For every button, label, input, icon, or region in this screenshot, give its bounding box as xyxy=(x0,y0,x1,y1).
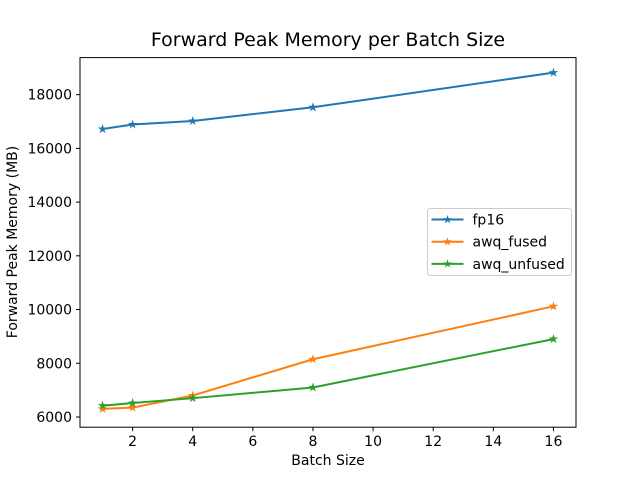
legend-marker-fp16 xyxy=(443,214,452,224)
data-point-marker-fp16 xyxy=(187,115,198,126)
y-axis-label: Forward Peak Memory (MB) xyxy=(5,146,21,338)
series-line-awq_fused xyxy=(101,305,555,410)
series-line-awq_unfused xyxy=(101,338,555,407)
y-tick-label: 6000 xyxy=(36,410,72,426)
data-point-marker-awq_unfused xyxy=(187,393,198,403)
y-tick-label: 18000 xyxy=(27,88,72,104)
x-tick-label: 8 xyxy=(309,434,318,450)
legend-marker-awq_fused xyxy=(443,237,452,246)
x-axis-label: Batch Size xyxy=(291,453,364,469)
y-tick-label: 8000 xyxy=(36,356,72,372)
data-point-marker-fp16 xyxy=(308,102,318,112)
x-tick-label: 4 xyxy=(188,434,197,450)
x-tick-label: 6 xyxy=(248,434,257,450)
x-tick-label: 12 xyxy=(424,434,442,450)
data-point-marker-fp16 xyxy=(127,119,138,129)
chart-title: Forward Peak Memory per Batch Size xyxy=(151,29,505,51)
data-point-marker-awq_fused xyxy=(548,301,559,311)
y-tick-label: 10000 xyxy=(27,303,72,319)
data-point-marker-awq_fused xyxy=(127,402,138,412)
data-point-marker-awq_fused xyxy=(308,354,318,364)
axes-spines xyxy=(79,57,577,428)
series-line-fp16 xyxy=(101,71,555,131)
data-point-marker-awq_unfused xyxy=(97,400,108,410)
data-point-marker-fp16 xyxy=(548,67,559,77)
x-tick-label: 2 xyxy=(128,434,137,450)
x-tick-label: 14 xyxy=(484,434,502,450)
data-point-marker-awq_unfused xyxy=(308,382,318,392)
legend-label-fp16: fp16 xyxy=(473,213,505,229)
y-tick-label: 14000 xyxy=(27,195,72,211)
data-point-marker-awq_unfused xyxy=(548,334,559,344)
data-point-marker-awq_fused xyxy=(97,403,108,413)
x-tick-label: 16 xyxy=(545,434,563,450)
legend-marker-awq_unfused xyxy=(443,259,452,268)
legend-box xyxy=(427,208,572,276)
legend-label-awq_fused: awq_fused xyxy=(473,235,548,251)
x-tick-label: 10 xyxy=(364,434,382,450)
legend-label-awq_unfused: awq_unfused xyxy=(473,257,565,273)
y-tick-label: 16000 xyxy=(27,141,72,157)
plot-area: 2 4 6 8 10 12 14 16 6000 8000 10000 12000 14000 16000… xyxy=(27,57,577,450)
data-point-marker-fp16 xyxy=(97,124,108,134)
data-point-marker-awq_unfused xyxy=(127,398,138,408)
y-tick-label: 12000 xyxy=(27,249,72,265)
